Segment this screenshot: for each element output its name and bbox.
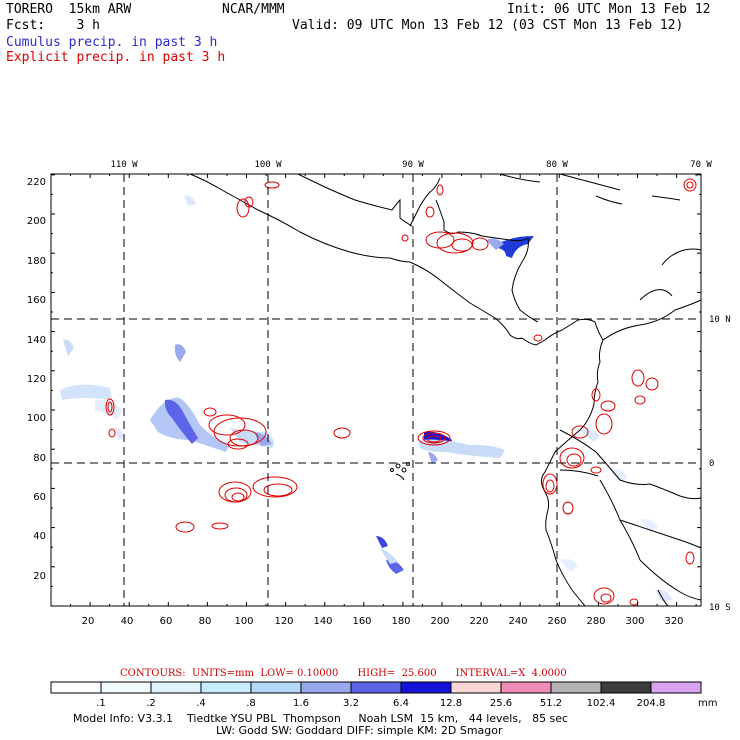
map-frame xyxy=(50,173,702,607)
colorbar-label: 1.6 xyxy=(293,698,309,709)
colorbar-label: .1 xyxy=(96,698,106,709)
colorbar-label: 6.4 xyxy=(393,698,409,709)
y-tick-label: 200 xyxy=(27,216,46,227)
center-name: NCAR/MMM xyxy=(222,2,285,17)
y-tick-label: 180 xyxy=(27,256,46,267)
x-tick-label: 140 xyxy=(313,616,332,627)
colorbar-swatch xyxy=(200,681,252,694)
lon-label: 70 W xyxy=(690,160,712,170)
x-tick-label: 240 xyxy=(508,616,527,627)
y-tick-label: 100 xyxy=(27,413,46,424)
y-tick-label: 220 xyxy=(27,177,46,188)
x-tick-label: 80 xyxy=(199,616,212,627)
x-tick-label: 160 xyxy=(352,616,371,627)
x-tick-label: 180 xyxy=(391,616,410,627)
lat-lon-grid xyxy=(51,174,701,606)
lat-label: 0 xyxy=(709,459,714,469)
x-tick-label: 100 xyxy=(234,616,253,627)
colorbar-swatch xyxy=(450,681,502,694)
x-tick-label: 300 xyxy=(625,616,644,627)
y-tick-label: 60 xyxy=(33,492,46,503)
colorbar-label: 25.6 xyxy=(489,698,513,709)
cumulus-precip-areas xyxy=(60,195,672,602)
colorbar-label: 204.8 xyxy=(636,698,666,709)
x-tick-label: 320 xyxy=(664,616,683,627)
lon-label: 110 W xyxy=(110,160,138,170)
colorbar-swatch xyxy=(300,681,352,694)
colorbar-swatch xyxy=(600,681,652,694)
colorbar-label: .8 xyxy=(246,698,256,709)
x-tick-label: 60 xyxy=(160,616,173,627)
x-tick-label: 120 xyxy=(274,616,293,627)
forecast-hour: Fcst: 3 h xyxy=(6,18,100,33)
explicit-precip-contours xyxy=(105,178,697,606)
longitude-labels: 110 W 100 W 90 W 80 W 70 W xyxy=(110,160,712,170)
legend-cumulus: Cumulus precip. in past 3 h xyxy=(6,35,218,50)
axis-ticks xyxy=(50,174,701,607)
y-tick-label: 140 xyxy=(27,335,46,346)
x-grid-labels: 20 40 60 80 100 120 140 160 180 200 220 … xyxy=(82,616,684,627)
colorbar-swatch xyxy=(550,681,602,694)
y-tick-label: 80 xyxy=(33,453,46,464)
model-info: Model Info: V3.3.1 Tiedtke YSU PBL Thomp… xyxy=(73,712,569,725)
colorbar-swatch xyxy=(150,681,202,694)
physics-info: LW: Godd SW: Goddard DIFF: simple KM: 2D… xyxy=(216,724,503,737)
colorbar-swatch xyxy=(500,681,552,694)
x-tick-label: 280 xyxy=(586,616,605,627)
colorbar-label: 3.2 xyxy=(343,698,359,709)
contour-info: CONTOURS: UNITS=mm LOW= 0.10000 HIGH= 25… xyxy=(120,668,567,679)
colorbar-swatch xyxy=(400,681,452,694)
valid-time: Valid: 09 UTC Mon 13 Feb 12 (03 CST Mon … xyxy=(292,18,684,33)
y-tick-label: 120 xyxy=(27,374,46,385)
colorbar-unit: mm xyxy=(698,698,717,709)
y-tick-label: 40 xyxy=(33,531,46,542)
y-tick-label: 160 xyxy=(27,295,46,306)
x-tick-label: 260 xyxy=(547,616,566,627)
init-time: Init: 06 UTC Mon 13 Feb 12 xyxy=(507,2,711,17)
x-tick-label: 220 xyxy=(469,616,488,627)
model-title: TORERO 15km ARW xyxy=(6,2,132,17)
colorbar-swatch xyxy=(650,681,702,694)
colorbar-label: 51.2 xyxy=(539,698,563,709)
colorbar xyxy=(50,681,702,694)
lon-label: 90 W xyxy=(402,160,424,170)
colorbar-label: 102.4 xyxy=(586,698,616,709)
lat-label: 10 S xyxy=(709,603,731,613)
colorbar-label: .4 xyxy=(196,698,206,709)
y-tick-label: 20 xyxy=(33,571,46,582)
lat-label: 10 N xyxy=(709,315,731,325)
colorbar-swatch xyxy=(350,681,402,694)
x-tick-label: 200 xyxy=(430,616,449,627)
colorbar-swatch xyxy=(250,681,302,694)
lon-label: 100 W xyxy=(254,160,282,170)
lon-label: 80 W xyxy=(546,160,568,170)
coastlines xyxy=(189,173,702,607)
x-tick-label: 40 xyxy=(121,616,134,627)
colorbar-label: 12.8 xyxy=(439,698,463,709)
latitude-labels: 10 N 0 10 S xyxy=(709,315,731,613)
colorbar-label: .2 xyxy=(146,698,156,709)
legend-explicit: Explicit precip. in past 3 h xyxy=(6,50,226,65)
colorbar-swatch xyxy=(100,681,152,694)
y-grid-labels: 220 200 180 160 140 120 100 80 60 40 20 xyxy=(27,177,46,582)
colorbar-swatch xyxy=(50,681,102,694)
x-tick-label: 20 xyxy=(82,616,95,627)
